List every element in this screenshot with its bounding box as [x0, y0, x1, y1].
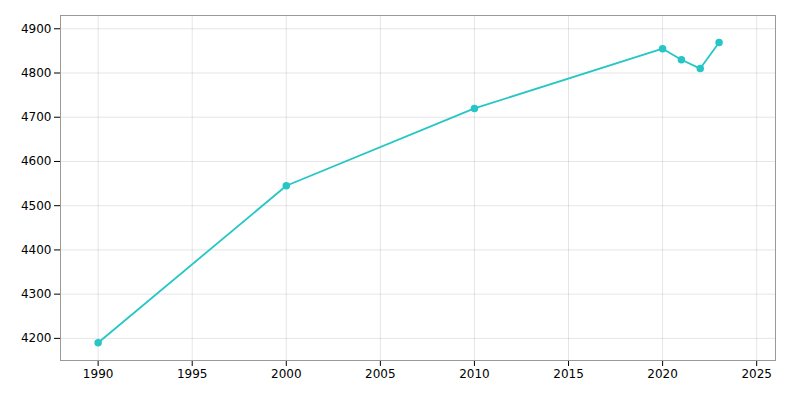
svg-text:4400: 4400	[21, 243, 52, 257]
svg-text:1995: 1995	[177, 367, 208, 381]
svg-text:4500: 4500	[21, 199, 52, 213]
svg-text:2010: 2010	[459, 367, 490, 381]
svg-text:4800: 4800	[21, 66, 52, 80]
svg-text:2025: 2025	[741, 367, 772, 381]
svg-text:4200: 4200	[21, 331, 52, 345]
svg-text:2020: 2020	[647, 367, 678, 381]
svg-text:2005: 2005	[365, 367, 396, 381]
svg-text:2015: 2015	[553, 367, 584, 381]
svg-text:4600: 4600	[21, 154, 52, 168]
svg-text:4700: 4700	[21, 110, 52, 124]
svg-text:2000: 2000	[271, 367, 302, 381]
svg-text:4300: 4300	[21, 287, 52, 301]
svg-text:4900: 4900	[21, 22, 52, 36]
svg-text:1990: 1990	[83, 367, 114, 381]
